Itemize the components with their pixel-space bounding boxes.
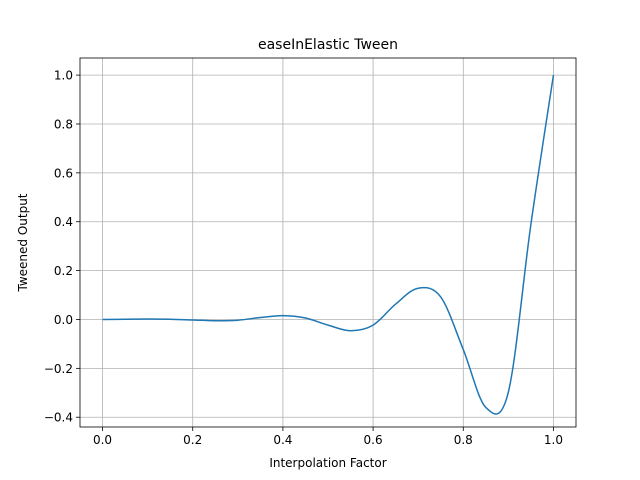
- x-tick-label: 0.8: [454, 433, 473, 447]
- x-tick-label: 0.0: [93, 433, 112, 447]
- series-layer: [102, 74, 555, 415]
- x-tick-label: 1.0: [544, 433, 563, 447]
- y-axis-label: Tweened Output: [16, 193, 30, 292]
- plot-frame: [79, 57, 577, 428]
- x-axis-label: Interpolation Factor: [269, 456, 386, 470]
- y-tick-label: 0.0: [54, 313, 73, 327]
- x-tick-label: 0.6: [364, 433, 383, 447]
- y-tick-label: −0.2: [44, 362, 73, 376]
- y-tick-label: 0.4: [54, 215, 73, 229]
- chart-title: easeInElastic Tween: [258, 37, 398, 53]
- y-tick-label: 0.8: [54, 117, 73, 131]
- grid: [80, 58, 576, 427]
- y-tick-label: 0.6: [54, 166, 73, 180]
- y-tick-label: 1.0: [54, 69, 73, 83]
- ticks: 0.0 0.2 0.4 0.6 0.8 1.0 −0.4 −0.2 0.0 0.2 0.4 0.6 0.…: [44, 69, 563, 447]
- y-tick-label: 0.2: [54, 264, 73, 278]
- x-tick-label: 0.2: [183, 433, 202, 447]
- y-tick-label: −0.4: [44, 411, 73, 425]
- series-line: [102, 74, 555, 415]
- x-tick-label: 0.4: [273, 433, 292, 447]
